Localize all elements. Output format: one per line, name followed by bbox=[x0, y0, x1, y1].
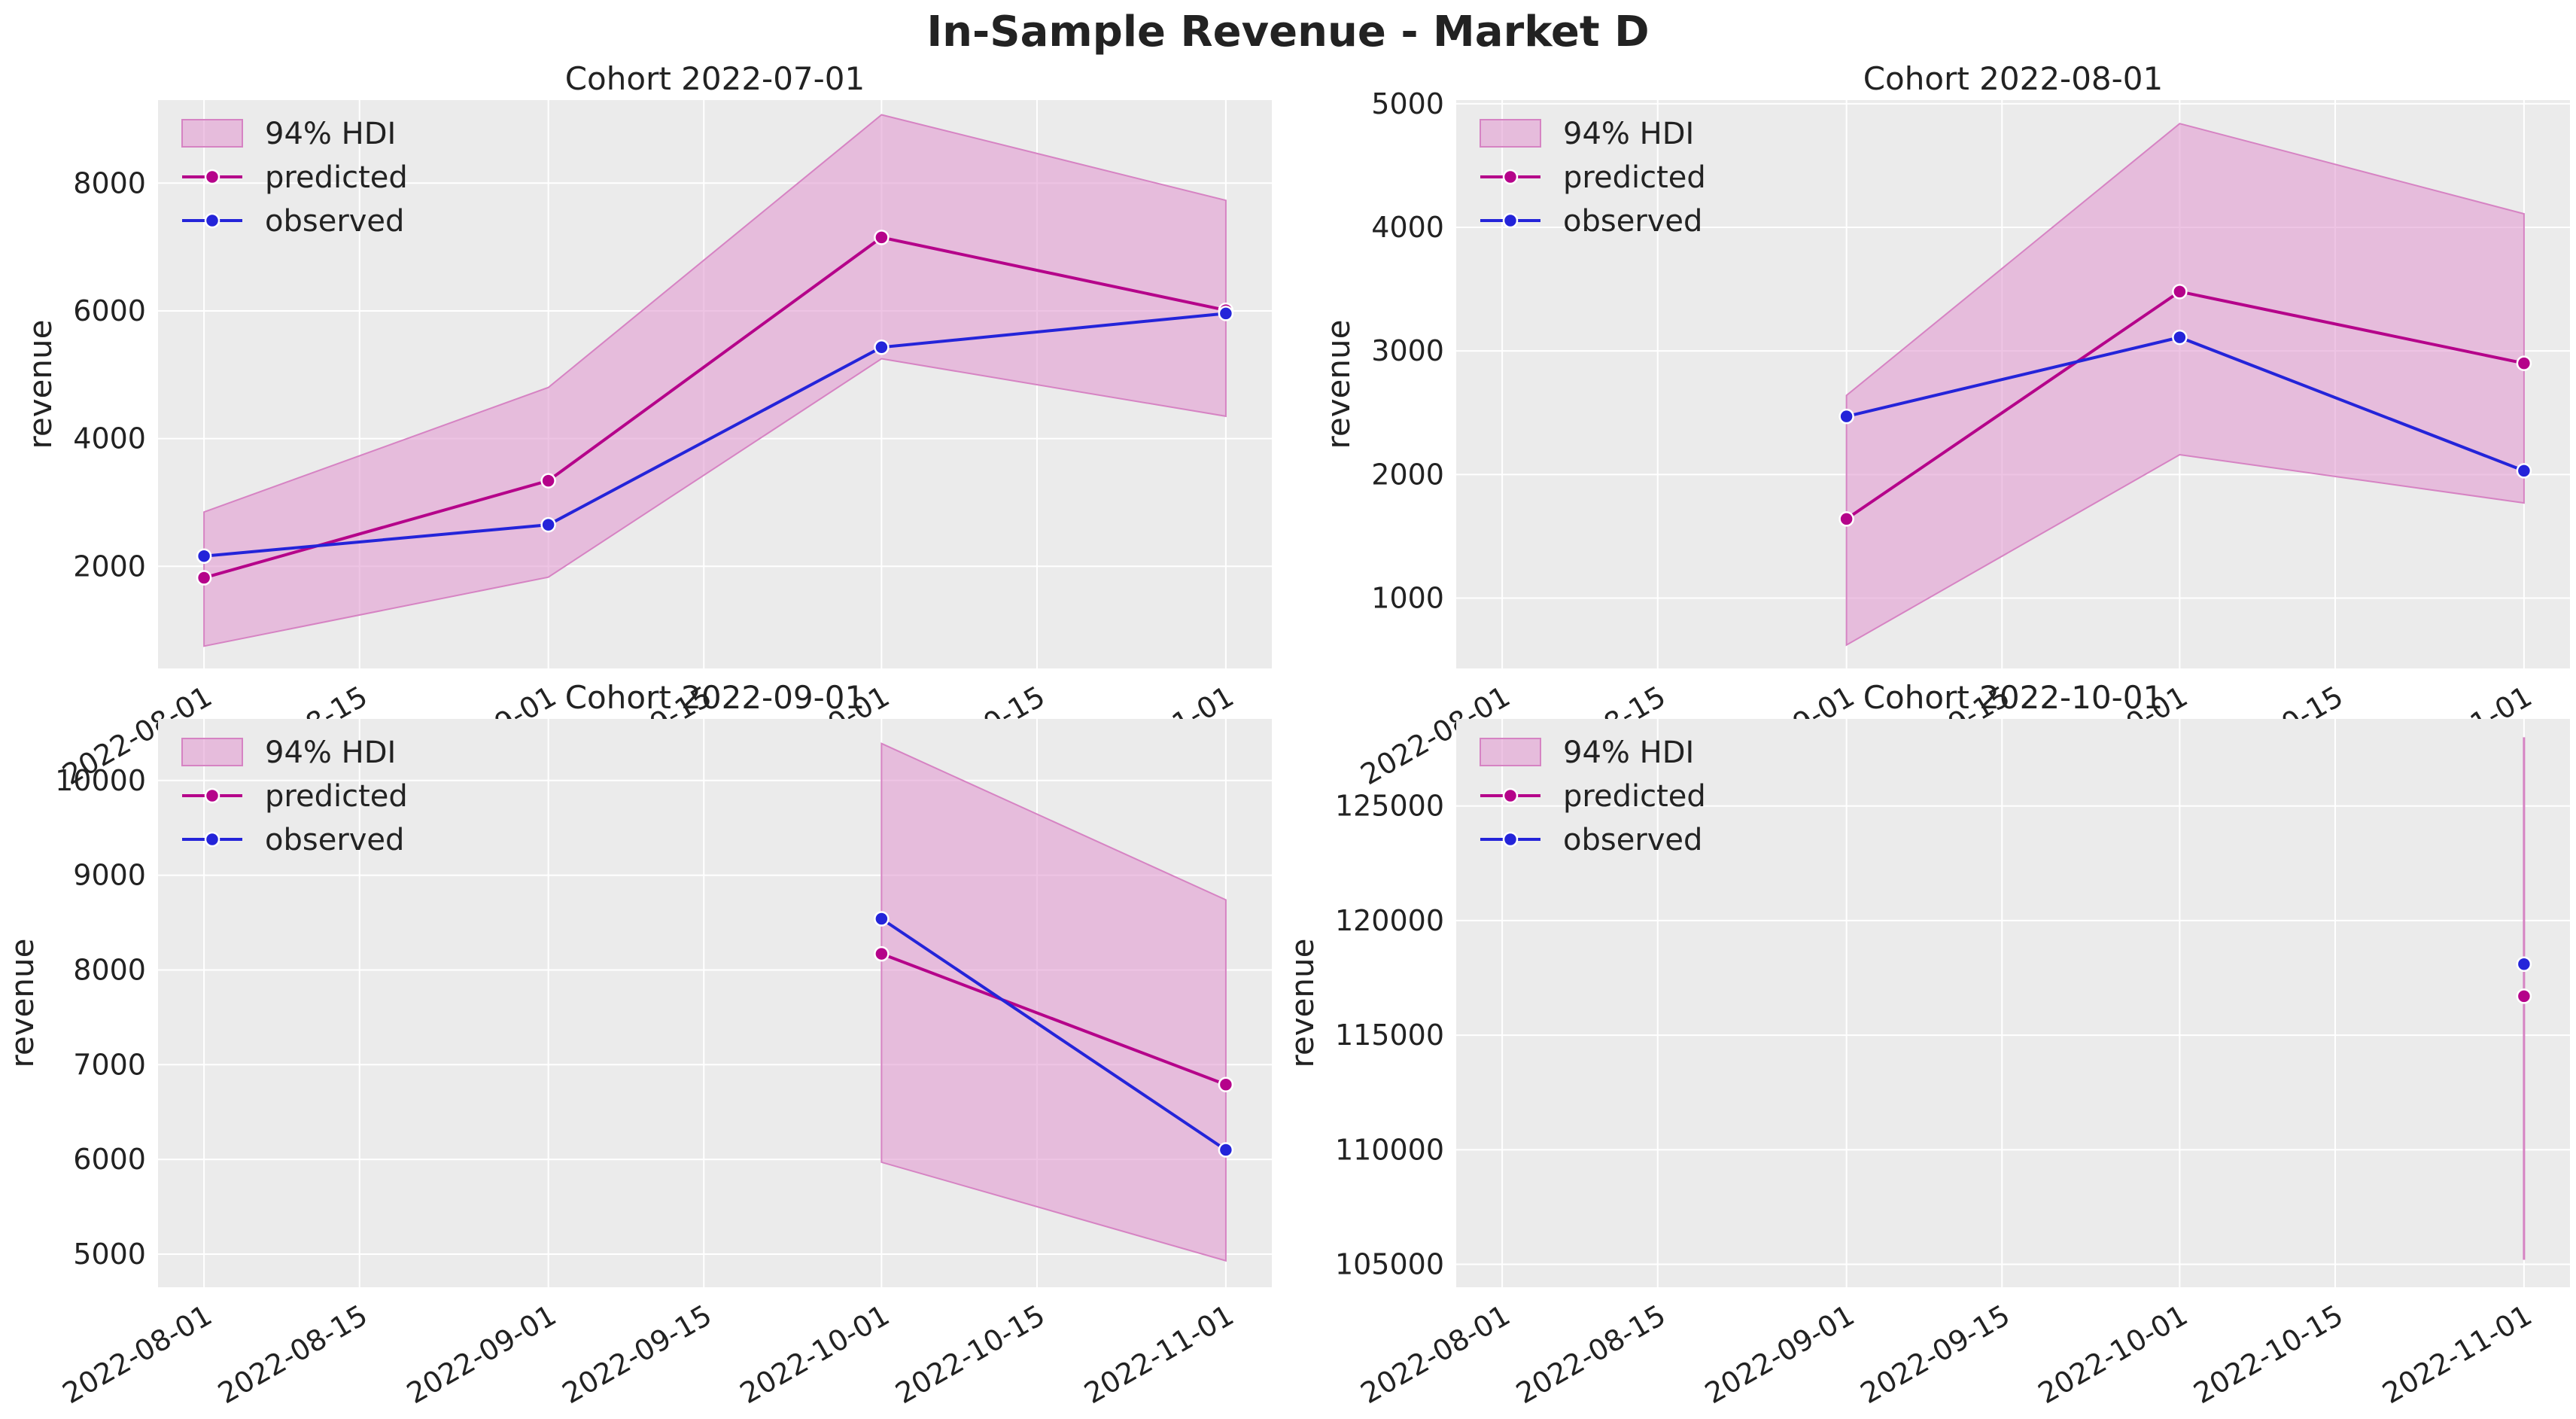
observed-point bbox=[1218, 1142, 1234, 1158]
predicted-point bbox=[2516, 988, 2532, 1004]
y-tick-label: 8000 bbox=[73, 953, 146, 986]
predicted-point bbox=[540, 473, 556, 489]
predicted-point bbox=[874, 230, 890, 245]
legend-observed-marker bbox=[204, 831, 220, 848]
legend-predicted-marker bbox=[1502, 787, 1519, 804]
observed-point bbox=[874, 911, 890, 927]
x-tick-label: 2022-11-01 bbox=[1078, 1299, 1239, 1411]
x-tick-label: 2022-08-15 bbox=[1510, 1299, 1671, 1411]
x-tick-label: 2022-08-01 bbox=[1355, 1299, 1516, 1411]
legend-predicted-label: predicted bbox=[265, 779, 408, 814]
legend-predicted-marker bbox=[204, 169, 220, 185]
observed-point bbox=[2516, 956, 2532, 972]
legend-hdi-label: 94% HDI bbox=[265, 117, 396, 151]
legend-observed-marker bbox=[204, 212, 220, 229]
figure-title: In-Sample Revenue - Market D bbox=[926, 8, 1650, 56]
observed-point bbox=[196, 548, 212, 564]
predicted-point bbox=[196, 570, 212, 586]
legend-observed-label: observed bbox=[1563, 204, 1702, 239]
y-tick-label: 120000 bbox=[1335, 904, 1444, 937]
legend-hdi-swatch bbox=[181, 738, 243, 766]
y-tick-label: 1000 bbox=[1371, 581, 1444, 614]
x-tick-label: 2022-08-15 bbox=[212, 1299, 373, 1411]
x-tick-label: 2022-10-15 bbox=[2188, 1299, 2349, 1411]
predicted-point bbox=[2172, 284, 2188, 300]
legend-hdi-label: 94% HDI bbox=[265, 735, 396, 770]
legend-hdi-swatch bbox=[1480, 119, 1541, 148]
x-tick-label: 2022-10-15 bbox=[890, 1299, 1051, 1411]
hdi-band bbox=[1845, 123, 2525, 647]
x-tick-label: 2022-10-01 bbox=[734, 1299, 895, 1411]
y-tick-label: 5000 bbox=[73, 1238, 146, 1271]
legend-hdi-label: 94% HDI bbox=[1563, 735, 1694, 770]
legend-predicted-marker bbox=[1502, 169, 1519, 185]
legend-observed-label: observed bbox=[265, 204, 404, 239]
y-tick-label: 3000 bbox=[1371, 334, 1444, 367]
panel-title: Cohort 2022-09-01 bbox=[565, 679, 865, 716]
observed-point bbox=[1218, 306, 1234, 321]
legend-hdi-swatch bbox=[1480, 738, 1541, 766]
y-axis-label: revenue bbox=[4, 939, 41, 1068]
y-tick-label: 7000 bbox=[73, 1048, 146, 1081]
legend-observed-marker bbox=[1502, 212, 1519, 229]
x-tick-label: 2022-08-01 bbox=[57, 1299, 217, 1411]
observed-point bbox=[2172, 329, 2188, 346]
y-tick-label: 6000 bbox=[73, 294, 146, 327]
y-tick-label: 9000 bbox=[73, 859, 146, 892]
predicted-point bbox=[1218, 1076, 1234, 1092]
hdi-band bbox=[203, 114, 1227, 647]
y-axis-label: revenue bbox=[22, 320, 59, 449]
observed-line bbox=[880, 917, 1227, 1152]
y-tick-label: 4000 bbox=[1371, 211, 1444, 244]
observed-point bbox=[540, 516, 556, 533]
y-tick-label: 2000 bbox=[73, 550, 146, 583]
predicted-point bbox=[2516, 355, 2532, 371]
y-tick-label: 6000 bbox=[73, 1143, 146, 1176]
y-tick-label: 4000 bbox=[73, 422, 146, 455]
predicted-line bbox=[880, 952, 1227, 1086]
y-tick-label: 2000 bbox=[1371, 458, 1444, 491]
predicted-point bbox=[874, 945, 890, 962]
x-tick-label: 2022-09-01 bbox=[1699, 1299, 1860, 1411]
y-tick-label: 8000 bbox=[73, 166, 146, 199]
x-tick-label: 2022-09-01 bbox=[401, 1299, 561, 1411]
x-tick-label: 2022-09-15 bbox=[557, 1299, 717, 1411]
panel-title: Cohort 2022-10-01 bbox=[1863, 679, 2164, 716]
y-tick-label: 110000 bbox=[1335, 1133, 1444, 1166]
observed-line bbox=[203, 312, 1227, 558]
panel-title: Cohort 2022-08-01 bbox=[1863, 60, 2164, 97]
legend-predicted-label: predicted bbox=[1563, 779, 1706, 814]
x-tick-label: 2022-09-15 bbox=[1855, 1299, 2015, 1411]
y-axis-label: revenue bbox=[1320, 320, 1357, 449]
x-tick-label: 2022-11-01 bbox=[2377, 1299, 2537, 1411]
observed-point bbox=[2516, 463, 2532, 479]
legend-observed-marker bbox=[1502, 831, 1519, 848]
plot-area bbox=[1456, 719, 2570, 1287]
y-tick-label: 5000 bbox=[1371, 87, 1444, 120]
observed-point bbox=[1838, 408, 1854, 425]
legend-predicted-label: predicted bbox=[265, 160, 408, 195]
legend-predicted-label: predicted bbox=[1563, 160, 1706, 195]
x-tick-label: 2022-10-01 bbox=[2033, 1299, 2193, 1411]
y-axis-label: revenue bbox=[1284, 939, 1321, 1068]
y-tick-label: 115000 bbox=[1335, 1019, 1444, 1052]
legend-observed-label: observed bbox=[265, 823, 404, 857]
y-tick-label: 105000 bbox=[1335, 1248, 1444, 1281]
hdi-band bbox=[880, 742, 1227, 1262]
legend-predicted-marker bbox=[204, 787, 220, 804]
observed-point bbox=[874, 340, 890, 355]
predicted-point bbox=[1838, 511, 1854, 527]
legend-hdi-swatch bbox=[181, 119, 243, 148]
predicted-line bbox=[203, 236, 1227, 580]
panel-title: Cohort 2022-07-01 bbox=[565, 60, 865, 97]
legend-hdi-label: 94% HDI bbox=[1563, 117, 1694, 151]
y-tick-label: 10000 bbox=[55, 764, 146, 797]
legend-observed-label: observed bbox=[1563, 823, 1702, 857]
y-tick-label: 125000 bbox=[1335, 790, 1444, 823]
